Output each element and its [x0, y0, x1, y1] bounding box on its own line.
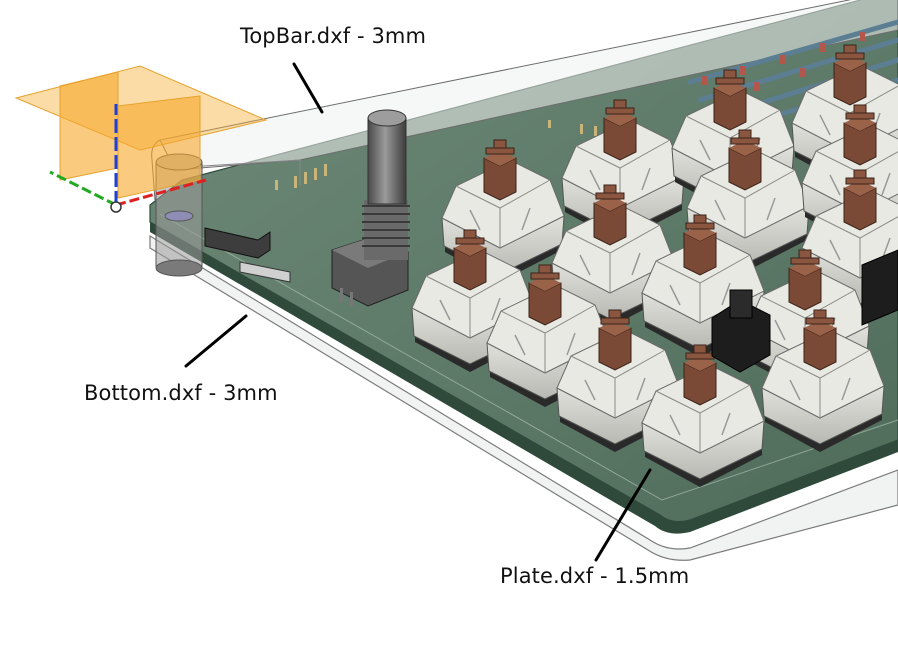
bottom-callout-label: Bottom.dxf - 3mm — [84, 381, 278, 405]
topbar-callout-label: TopBar.dxf - 3mm — [240, 24, 427, 48]
usb-connector — [204, 227, 291, 283]
rotary-encoder-icon — [331, 109, 410, 307]
leader-lines — [184, 62, 652, 562]
plate-callout-label: Plate.dxf - 1.5mm — [500, 564, 690, 588]
leader-bottom — [184, 314, 248, 368]
black-key-switches — [711, 249, 898, 373]
header-pins — [275, 120, 597, 190]
leader-plate — [594, 468, 652, 562]
leader-topbar — [292, 62, 324, 114]
origin-gizmo-icon — [14, 65, 268, 213]
